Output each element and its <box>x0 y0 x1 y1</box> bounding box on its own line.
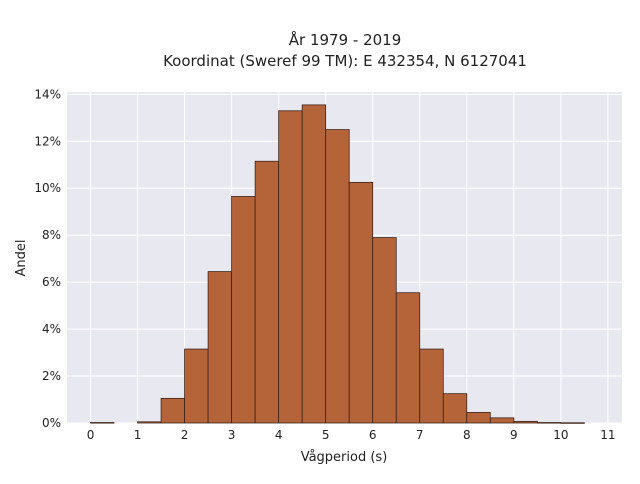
histogram-bar <box>231 196 256 424</box>
x-tick-label: 7 <box>416 428 424 442</box>
histogram-bar <box>90 422 115 424</box>
y-tick-label: 14% <box>34 87 61 101</box>
y-tick-label: 8% <box>42 228 61 242</box>
x-tick-label: 6 <box>369 428 377 442</box>
x-tick-label: 8 <box>463 428 471 442</box>
y-tick-label: 12% <box>34 134 61 148</box>
histogram-bar <box>466 412 491 424</box>
histogram-bar <box>560 422 585 424</box>
y-tick-label: 6% <box>42 275 61 289</box>
histogram-bar <box>137 421 162 424</box>
histogram-bar <box>278 110 303 424</box>
histogram-bar <box>536 422 562 424</box>
y-tick-label: 2% <box>42 369 61 383</box>
histogram-bar <box>207 271 233 424</box>
x-tick-label: 4 <box>275 428 283 442</box>
histogram-bar <box>395 292 421 424</box>
x-tick-label: 3 <box>228 428 236 442</box>
y-axis-title: Andel <box>14 240 29 277</box>
y-tick-label: 0% <box>42 416 61 430</box>
histogram-bar <box>160 397 185 424</box>
histogram-bar <box>184 348 209 424</box>
histogram-bar <box>442 393 468 424</box>
x-axis-title: Vågperiod (s) <box>301 450 388 465</box>
histogram-bar <box>419 348 444 424</box>
histogram-bar <box>348 181 374 424</box>
histogram-bar <box>372 237 397 424</box>
x-tick-label: 1 <box>134 428 142 442</box>
y-tick-label: 10% <box>34 181 61 195</box>
x-tick-label: 9 <box>510 428 518 442</box>
chart-title-line-2: Koordinat (Sweref 99 TM): E 432354, N 61… <box>163 52 527 70</box>
x-tick-label: 5 <box>322 428 330 442</box>
histogram-bar <box>254 160 280 424</box>
chart-title-line-1: År 1979 - 2019 <box>289 30 402 49</box>
histogram-bar <box>325 129 350 424</box>
x-tick-label: 2 <box>181 428 189 442</box>
x-tick-label: 10 <box>553 428 568 442</box>
x-tick-label: 11 <box>600 428 615 442</box>
histogram-bar <box>489 417 515 424</box>
histogram-bar <box>301 104 327 424</box>
y-tick-label: 4% <box>42 322 61 336</box>
histogram-bar <box>513 420 538 424</box>
x-tick-label: 0 <box>87 428 95 442</box>
